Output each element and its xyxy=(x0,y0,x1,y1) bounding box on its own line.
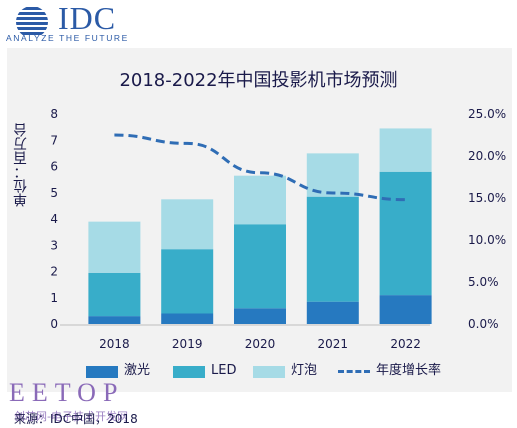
legend-label-led: LED xyxy=(211,363,237,378)
y-tick-label-left: 6 xyxy=(50,160,58,174)
y-tick-label-left: 3 xyxy=(50,238,58,252)
bar-segment-led xyxy=(88,272,141,317)
bar-segment-led xyxy=(306,196,359,302)
legend-swatch-led xyxy=(173,366,205,378)
watermark-subtitle: 创芯网-电子技术开发网 xyxy=(14,410,128,423)
y-tick-label-left: 7 xyxy=(50,133,58,147)
legend-swatch-growth xyxy=(338,370,370,373)
source-note: 来源：IDC中国，2018 xyxy=(14,412,138,426)
bar-segment-lamp xyxy=(161,199,214,250)
bar-segment-lamp xyxy=(306,153,359,197)
bar-stacks xyxy=(88,128,432,324)
growth-rate-line xyxy=(114,133,406,202)
y-tick-label-left: 2 xyxy=(50,265,58,279)
x-tick-label: 2019 xyxy=(172,337,203,351)
y-tick-label-right: 15.0% xyxy=(468,191,506,205)
bar-segment-lamp xyxy=(88,221,141,273)
bar-segment-laser xyxy=(88,316,141,324)
header: IDC ANALYZE THE FUTURE xyxy=(0,0,517,48)
bar-segment-lamp xyxy=(379,128,432,172)
y-tick-label-right: 0.0% xyxy=(468,317,499,331)
y-tick-label-left: 0 xyxy=(50,317,58,331)
bar-segment-led xyxy=(161,249,214,314)
watermark-logo: EETOP xyxy=(9,378,125,407)
y-tick-label-left: 4 xyxy=(50,212,58,226)
y-axis-ticks-right: 0.0% 5.0% 10.0% 15.0% 20.0% 25.0% xyxy=(468,107,506,331)
legend-label-laser: 激光 xyxy=(124,363,151,378)
bar-segment-laser xyxy=(306,301,359,324)
y-tick-label-left: 8 xyxy=(50,107,58,121)
brand-tagline: ANALYZE THE FUTURE xyxy=(6,33,129,43)
x-tick-label: 2020 xyxy=(245,337,276,351)
bar-segment-laser xyxy=(379,295,432,324)
bar-segment-lamp xyxy=(234,175,286,225)
y-tick-label-left: 1 xyxy=(50,291,58,305)
bar-segment-led xyxy=(234,224,286,309)
bar-segment-laser xyxy=(234,308,286,324)
globe-logo-icon xyxy=(16,7,48,35)
x-tick-label: 2021 xyxy=(318,337,349,351)
y-axis-ticks-left: 0 1 2 3 4 5 6 7 8 xyxy=(50,107,58,331)
legend: 激光 LED 灯泡 年度增长率 xyxy=(0,361,517,383)
legend-swatch-laser xyxy=(86,366,118,378)
legend-label-lamp: 灯泡 xyxy=(291,363,318,378)
legend-swatch-lamp xyxy=(253,366,285,378)
x-axis-ticks: 2018 2019 2020 2021 2022 xyxy=(99,337,421,351)
y-tick-label-right: 20.0% xyxy=(468,149,506,163)
chart-title: 2018-2022年中国投影机市场预测 xyxy=(119,70,398,91)
bar-segment-led xyxy=(379,171,432,296)
x-tick-label: 2022 xyxy=(390,337,421,351)
x-tick-label: 2018 xyxy=(99,337,130,351)
bar-segment-laser xyxy=(161,313,214,324)
y-tick-label-right: 25.0% xyxy=(468,107,506,121)
legend-label-growth: 年度增长率 xyxy=(376,363,442,378)
y-tick-label-right: 5.0% xyxy=(468,275,499,289)
y-tick-label-left: 5 xyxy=(50,186,58,200)
y-tick-label-right: 10.0% xyxy=(468,233,506,247)
brand-logo-text: IDC xyxy=(58,0,117,36)
